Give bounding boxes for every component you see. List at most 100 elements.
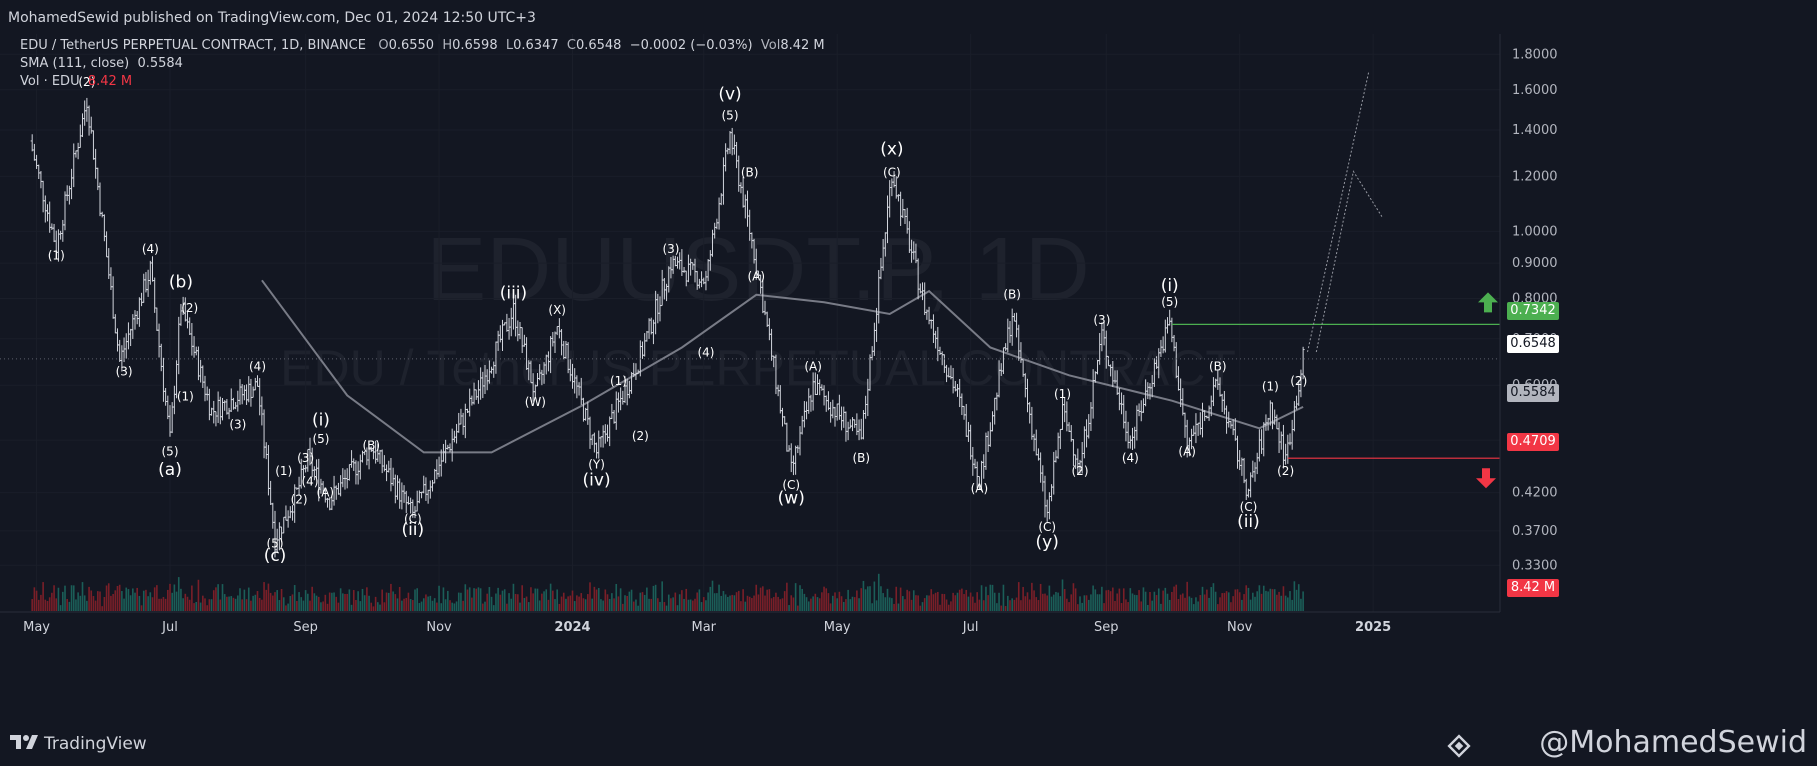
volume-bar — [1210, 587, 1213, 611]
volume-bar — [875, 600, 878, 611]
volume-bar — [939, 604, 941, 611]
volume-bar — [818, 598, 821, 611]
volume-bar — [1214, 591, 1217, 611]
wave-label: (3) — [1093, 313, 1110, 327]
volume-bar — [145, 589, 147, 611]
legend-l-label: L — [505, 38, 514, 53]
volume-bar — [917, 595, 919, 611]
volume-bar — [611, 593, 613, 611]
volume-bar — [1221, 593, 1223, 611]
volume-bar — [519, 602, 521, 611]
volume-bar — [718, 584, 720, 611]
volume-bar — [457, 592, 460, 611]
volume-bar — [562, 592, 565, 611]
legend-vol-value: 8.42 M — [780, 38, 825, 53]
volume-bar — [40, 594, 42, 611]
volume-bar — [335, 596, 338, 611]
volume-bar — [1157, 588, 1160, 611]
volume-bar — [1302, 591, 1304, 611]
volume-bar — [296, 600, 298, 611]
volume-bar — [1271, 589, 1274, 611]
volume-bar — [571, 590, 574, 611]
volume-bar — [576, 595, 578, 611]
volume-bar — [1085, 595, 1088, 611]
volume-bar — [683, 598, 685, 611]
volume-bar — [1101, 586, 1103, 611]
volume-bar — [729, 595, 731, 611]
volume-bar — [129, 595, 132, 611]
volume-bar — [700, 602, 703, 611]
volume-bar — [932, 594, 935, 611]
volume-bar — [1149, 591, 1151, 611]
volume-bar — [1280, 595, 1283, 611]
wave-label: (2) — [1072, 464, 1089, 478]
volume-bar — [1265, 590, 1267, 611]
volume-bar — [692, 600, 694, 611]
volume-bar — [1160, 603, 1162, 611]
sma-price-tag: 0.5584 — [1507, 384, 1559, 402]
volume-bar — [477, 587, 480, 611]
wave-label: (B) — [741, 165, 759, 179]
volume-bar — [204, 598, 206, 611]
tradingview-brand[interactable]: TradingView — [44, 734, 147, 754]
author-handle[interactable]: @MohamedSewid — [1539, 725, 1807, 760]
price-chart[interactable]: EDUUSDT.P, 1D EDU / TetherUS PERPETUAL CO… — [0, 34, 1817, 710]
volume-bar — [597, 588, 600, 611]
volume-bar — [847, 589, 849, 611]
wave-label: (C) — [1038, 520, 1056, 534]
volume-bar — [580, 593, 583, 611]
wave-label: (C) — [1240, 500, 1258, 514]
wave-label: (B) — [852, 451, 870, 465]
volume-bar — [565, 598, 567, 611]
volume-bar — [794, 583, 797, 611]
volume-bar — [1092, 585, 1094, 611]
volume-bar — [587, 594, 589, 611]
volume-bar — [1028, 599, 1031, 611]
volume-bar — [1031, 582, 1033, 611]
volume-bar — [886, 588, 889, 611]
volume-bar — [447, 590, 449, 611]
wave-label: (W) — [525, 395, 546, 409]
volume-bar — [759, 587, 762, 611]
volume-bar — [1131, 593, 1134, 611]
volume-bar — [1090, 594, 1092, 611]
volume-bar — [265, 589, 268, 611]
volume-bar — [197, 579, 200, 611]
volume-bar — [584, 599, 587, 611]
volume-bar — [348, 589, 351, 611]
wave-label: (i) — [1161, 276, 1179, 296]
volume-bar — [742, 589, 744, 611]
volume-bar — [333, 592, 335, 611]
volume-bar — [64, 585, 66, 611]
volume-bar — [853, 597, 856, 611]
legend-volume-row[interactable]: Vol · EDU 8.42 M — [20, 74, 132, 89]
volume-bar — [287, 603, 289, 611]
volume-bar — [678, 594, 681, 611]
volume-bar — [873, 581, 876, 611]
volume-price-tag: 8.42 M — [1507, 579, 1559, 597]
wave-label: (B) — [362, 438, 380, 452]
legend-symbol[interactable]: EDU / TetherUS PERPETUAL CONTRACT, 1D, B… — [20, 38, 366, 53]
volume-bar — [805, 597, 808, 611]
volume-bar — [1129, 588, 1132, 611]
y-tick-label: 0.9000 — [1512, 256, 1558, 271]
volume-bar — [521, 585, 523, 611]
volume-bar — [672, 597, 674, 611]
volume-bar — [832, 595, 834, 611]
volume-bar — [1087, 599, 1090, 611]
volume-bar — [735, 592, 738, 611]
volume-bar — [1190, 597, 1193, 611]
volume-bar — [1206, 589, 1208, 611]
volume-bar — [193, 603, 195, 611]
volume-bar — [978, 599, 981, 611]
volume-bar — [956, 592, 959, 611]
volume-bar — [792, 597, 795, 611]
volume-bar — [105, 585, 108, 611]
volume-bar — [370, 602, 373, 611]
volume-bar — [156, 585, 158, 611]
volume-bar — [538, 600, 541, 611]
legend-sma-row[interactable]: SMA (111, close) 0.5584 — [20, 56, 183, 71]
volume-bar — [48, 597, 51, 611]
volume-bar — [390, 583, 392, 611]
volume-bar — [617, 596, 620, 611]
